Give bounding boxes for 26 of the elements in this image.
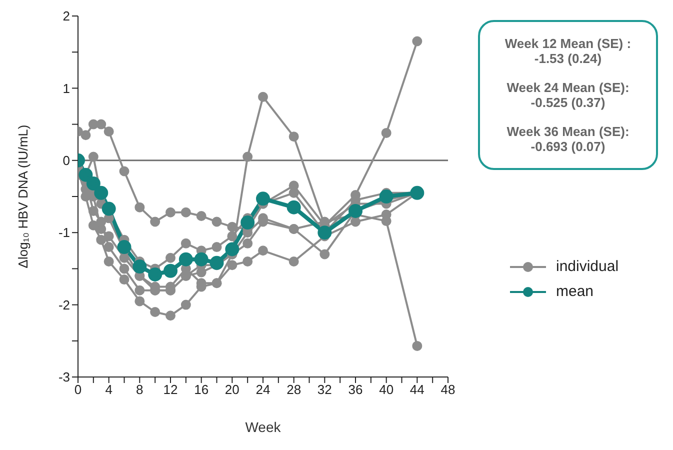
x-tick-label: 20 [224, 382, 240, 398]
x-tick-label: 8 [136, 382, 144, 398]
x-tick-label: 48 [440, 382, 456, 398]
x-tick-label: 28 [286, 382, 302, 398]
y-tick-label: 2 [62, 8, 70, 24]
y-axis-title: Δlog₁₀ HBV DNA (IU/mL) [16, 124, 31, 268]
x-tick-label: 12 [163, 382, 178, 398]
x-tick-label: 36 [348, 382, 363, 398]
x-tick-label: 4 [105, 382, 112, 398]
x-tick-label: 32 [317, 382, 332, 398]
x-tick-label: 44 [410, 382, 424, 398]
x-tick-label: 40 [379, 382, 394, 398]
text: Week 36 Mean (SE): -0.693 (0.07) [506, 124, 630, 154]
legend-label: mean [556, 283, 594, 300]
text: Week 24 Mean (SE): -0.525 (0.37) [506, 80, 630, 110]
y-tick-label: 0 [62, 153, 70, 168]
y-tick-label: -2 [58, 297, 70, 312]
y-tick-label: 1 [62, 80, 70, 96]
legend-label: individual [556, 258, 619, 275]
x-axis-title: Week [245, 419, 282, 435]
y-tick-label: -1 [58, 225, 70, 240]
x-tick-label: 16 [194, 382, 209, 398]
x-tick-label: 0 [74, 382, 82, 398]
text: Week 12 Mean (SE) : -1.53 (0.24) [504, 36, 632, 66]
y-tick-label: -3 [58, 370, 70, 385]
x-tick-label: 24 [256, 382, 270, 398]
